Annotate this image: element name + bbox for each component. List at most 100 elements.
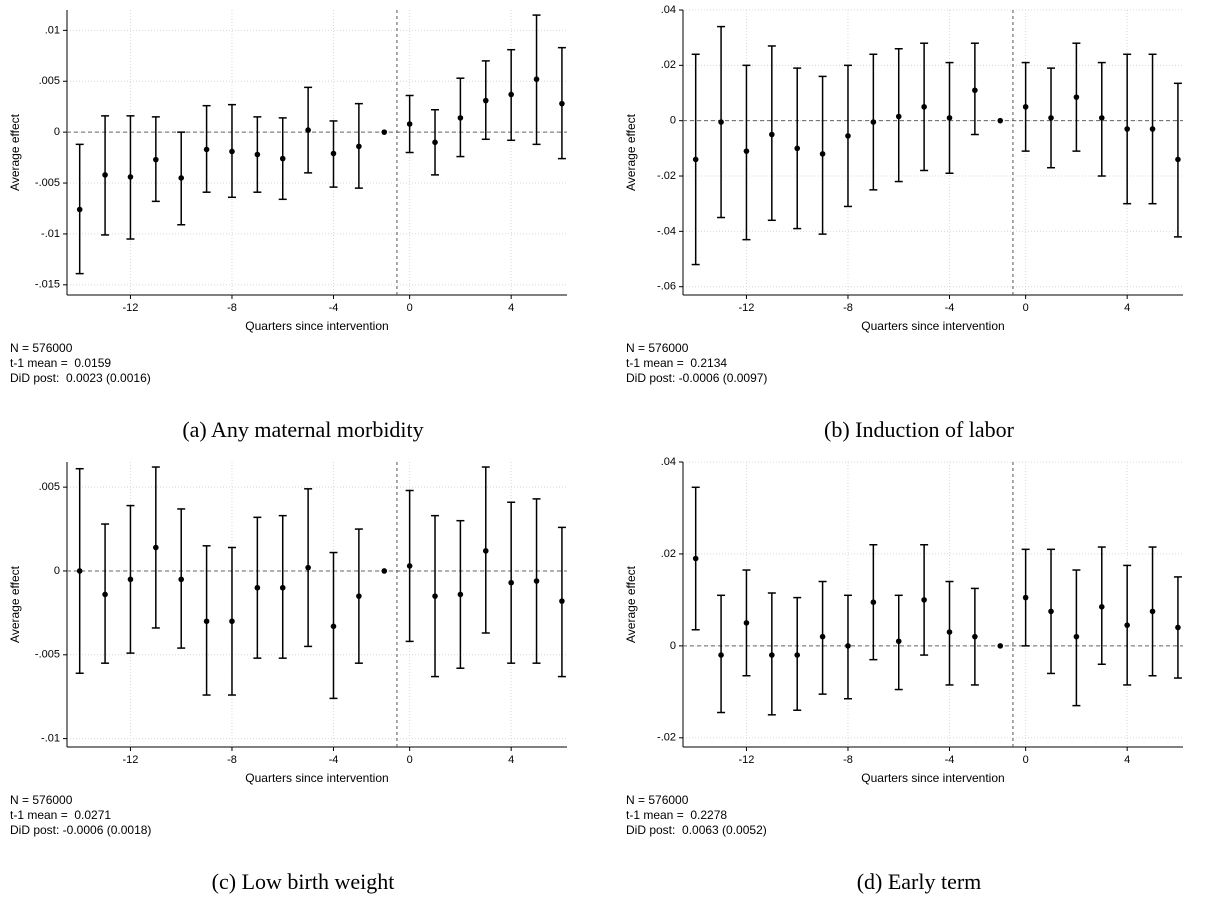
point [1048, 115, 1054, 121]
point [743, 620, 750, 626]
point [76, 568, 83, 574]
point [482, 548, 489, 554]
point [229, 148, 235, 155]
point [178, 175, 185, 181]
point [356, 143, 362, 150]
point [559, 100, 565, 107]
y-tick-label: -.01 [41, 228, 60, 240]
point [921, 104, 927, 110]
point [559, 598, 565, 604]
point [508, 579, 514, 586]
y-axis-title: Average effect [8, 565, 22, 643]
point [692, 156, 699, 163]
caption: (d) Early term [857, 869, 982, 894]
x-tick-label: -8 [227, 302, 237, 314]
y-tick-label: -.005 [35, 649, 60, 661]
y-tick-label: 0 [670, 115, 676, 127]
y-tick-label: -.06 [657, 281, 676, 293]
point [229, 618, 235, 625]
point [102, 591, 108, 598]
note: t-1 mean = 0.0271 [10, 808, 111, 822]
point [1175, 624, 1181, 631]
point [254, 584, 261, 591]
note: N = 576000 [626, 793, 689, 807]
y-tick-label: -.005 [35, 177, 60, 189]
point [203, 618, 210, 625]
point [432, 139, 438, 146]
point [870, 599, 877, 606]
point [769, 131, 775, 138]
point [1022, 104, 1029, 110]
note: t-1 mean = 0.0159 [10, 356, 111, 370]
point [946, 115, 953, 121]
x-tick-label: 0 [407, 302, 413, 314]
x-tick-label: -12 [122, 302, 138, 314]
point [153, 156, 159, 163]
note: t-1 mean = 0.2134 [626, 356, 727, 370]
point [102, 172, 108, 178]
x-tick-label: 4 [508, 754, 514, 766]
x-tick-label: -12 [122, 754, 138, 766]
point [1149, 126, 1156, 132]
x-tick-label: 4 [1124, 754, 1130, 766]
point [1098, 115, 1105, 121]
point [692, 555, 699, 562]
point [254, 151, 261, 158]
x-axis-title: Quarters since intervention [245, 319, 388, 333]
point [381, 568, 388, 574]
x-tick-label: 4 [1124, 302, 1130, 314]
point [1149, 608, 1156, 615]
point [127, 576, 134, 583]
point [279, 155, 286, 162]
point [997, 117, 1004, 124]
point [1124, 622, 1130, 628]
note: DiD post: 0.0063 (0.0052) [626, 823, 767, 837]
point [279, 584, 286, 591]
note: DiD post: -0.0006 (0.0018) [10, 823, 151, 837]
point [76, 206, 83, 213]
x-tick-label: -4 [945, 302, 955, 314]
caption: (c) Low birth weight [212, 869, 395, 894]
x-axis-title: Quarters since intervention [861, 319, 1004, 333]
y-tick-label: 0 [54, 126, 60, 138]
note: N = 576000 [10, 341, 73, 355]
note: DiD post: -0.0006 (0.0097) [626, 371, 767, 385]
point [870, 119, 877, 125]
y-tick-label: -.015 [35, 279, 60, 291]
y-tick-label: .01 [45, 24, 60, 36]
point [203, 146, 210, 153]
x-tick-label: -8 [843, 754, 853, 766]
point [1098, 603, 1105, 610]
point [330, 150, 337, 157]
note: N = 576000 [10, 793, 73, 807]
y-tick-label: .005 [39, 75, 60, 87]
point [153, 544, 159, 551]
note: N = 576000 [626, 341, 689, 355]
point [406, 563, 413, 569]
point [743, 148, 750, 154]
x-tick-label: 0 [1023, 754, 1029, 766]
x-tick-label: 0 [1023, 302, 1029, 314]
point [794, 652, 801, 658]
y-axis-title: Average effect [624, 565, 638, 643]
x-axis-title: Quarters since intervention [245, 771, 388, 785]
point [305, 564, 311, 571]
x-tick-label: -12 [738, 302, 754, 314]
point [305, 127, 311, 133]
point [895, 113, 902, 120]
point [718, 119, 724, 125]
panel: -.02 0 .02 .04 -12 -8 -4 0 4 Quarters since inter… [624, 456, 1183, 894]
y-tick-label: -.02 [657, 732, 676, 744]
point [482, 97, 489, 104]
x-tick-label: -4 [329, 302, 339, 314]
point [819, 151, 826, 157]
y-tick-label: .04 [661, 456, 676, 468]
point [457, 591, 464, 598]
point [330, 623, 337, 630]
point [972, 87, 978, 94]
point [406, 121, 413, 127]
y-tick-label: 0 [54, 565, 60, 577]
x-tick-label: -12 [738, 754, 754, 766]
point [432, 593, 438, 599]
